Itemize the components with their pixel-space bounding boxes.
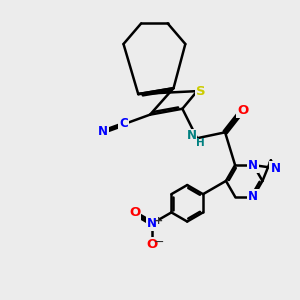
Text: N: N (147, 217, 157, 230)
Text: H: H (196, 138, 204, 148)
Text: N: N (98, 125, 108, 138)
Text: −: − (154, 236, 164, 249)
Text: S: S (196, 85, 206, 98)
Text: O: O (237, 104, 248, 117)
Text: C: C (119, 117, 128, 130)
Text: N: N (270, 162, 280, 175)
Text: O: O (147, 238, 158, 250)
Text: O: O (129, 206, 140, 219)
Text: N: N (187, 129, 197, 142)
Text: N: N (248, 159, 258, 172)
Text: +: + (154, 215, 164, 226)
Text: N: N (248, 190, 258, 203)
